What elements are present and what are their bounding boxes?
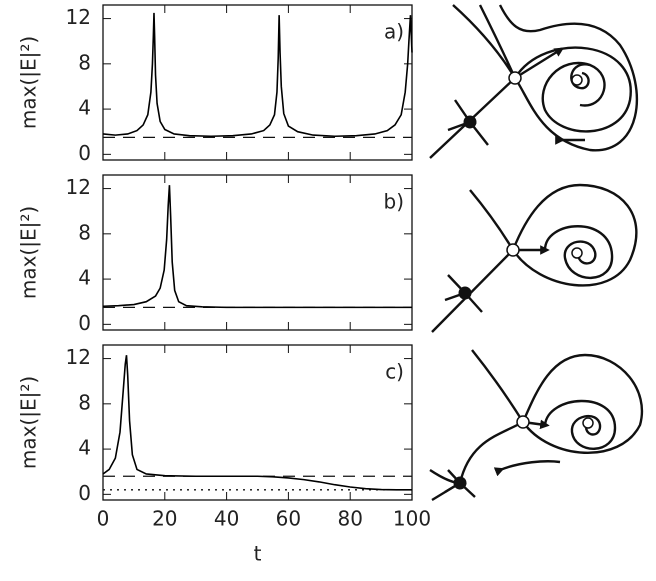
phase-portrait-c [429,349,643,502]
y-tick-label: 8 [78,220,91,244]
x-tick-label: 20 [152,507,177,531]
y-tick-label: 8 [78,50,91,74]
y-tick-label: 0 [78,141,91,165]
y-tick-label: 4 [78,266,91,290]
y-tick-label: 12 [66,345,91,369]
x-tick-label: 40 [214,507,239,531]
data-line [102,12,413,138]
y-tick-label: 4 [78,96,91,120]
panel-label: c) [385,360,404,384]
x-tick-label: 100 [393,507,431,531]
x-tick-label: 60 [276,507,301,531]
y-tick-label: 0 [78,481,91,505]
y-tick-label: 0 [78,311,91,335]
y-tick-label: 12 [66,175,91,199]
plot-frame [102,344,413,501]
data-line [102,185,412,309]
x-tick-label: 80 [337,507,362,531]
phase-portrait-b [431,183,638,333]
y-tick-label: 12 [66,5,91,29]
x-axis-label: t [254,542,262,566]
y-axis-label: max(|E|²) [17,36,41,129]
phase-portrait-a [429,4,639,159]
plot-frame [102,4,413,161]
x-tick-label: 0 [97,507,110,531]
data-line [102,355,412,491]
y-axis-label: max(|E|²) [17,376,41,469]
y-tick-label: 4 [78,436,91,460]
y-axis-label: max(|E|²) [17,206,41,299]
panel-label: a) [384,20,404,44]
y-tick-label: 8 [78,390,91,414]
panel-label: b) [384,190,405,214]
plot-frame [102,174,413,331]
